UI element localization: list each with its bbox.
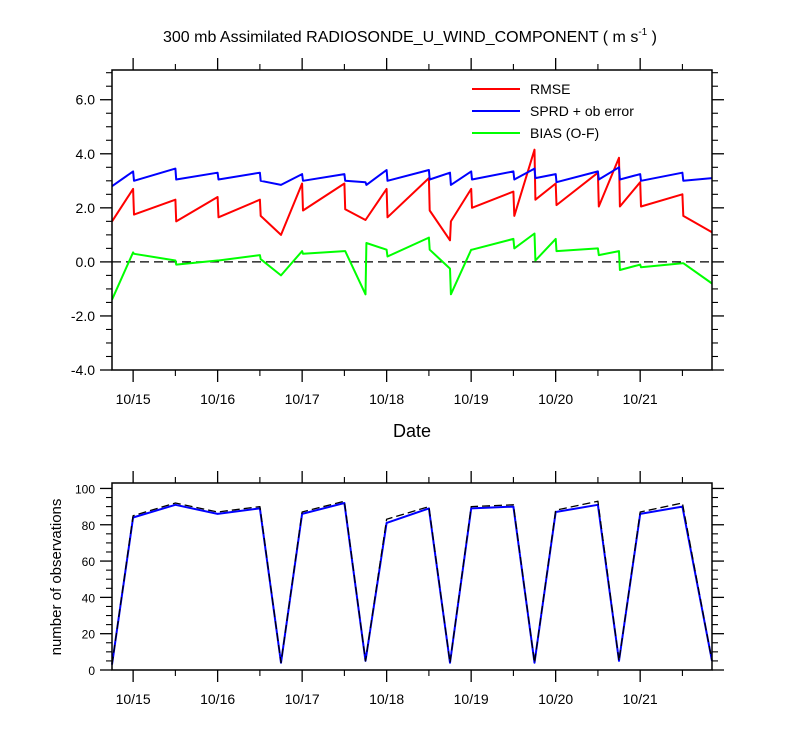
bottom-x-tick-label: 10/16: [200, 691, 235, 707]
bottom-x-tick-label: 10/17: [285, 691, 320, 707]
top-series-line-rmse: [111, 148, 713, 242]
top-series-line-bias-o-f: [111, 232, 713, 301]
y-axis-label-observations: number of observations: [48, 499, 65, 656]
chart-title: 300 mb Assimilated RADIOSONDE_U_WIND_COM…: [163, 27, 657, 46]
bottom-x-tick-label: 10/15: [116, 691, 151, 707]
top-series-group: [111, 148, 713, 301]
legend: RMSE SPRD + ob error BIAS (O-F): [472, 81, 634, 141]
top-y-tick-label: 2.0: [76, 200, 96, 216]
bottom-series-line-series-1: [111, 500, 713, 665]
top-series-line-sprd-ob-error: [111, 166, 713, 188]
bottom-x-tick-label: 10/18: [369, 691, 404, 707]
top-y-tick-label: -2.0: [71, 308, 95, 324]
chart-title-sup: -1: [638, 27, 647, 38]
chart-title-main: 300 mb Assimilated RADIOSONDE_U_WIND_COM…: [163, 29, 638, 46]
bottom-y-tick-label: 20: [82, 628, 96, 642]
top-y-tick-label: 4.0: [76, 146, 96, 162]
bottom-y-tick-label: 100: [75, 482, 95, 496]
top-axes-group: 10/15 10/16 10/17 10/18 10/19 10/20 10/21 -4.0 -…: [71, 58, 724, 407]
top-plot-frame: [111, 69, 713, 371]
bottom-x-tick-label: 10/21: [623, 691, 658, 707]
top-x-tick-label: 10/17: [285, 391, 320, 407]
top-y-tick-label: 0.0: [76, 254, 96, 270]
bottom-y-tick-label: 80: [82, 519, 96, 533]
top-x-tick-label: 10/21: [623, 391, 658, 407]
top-x-tick-label: 10/19: [454, 391, 489, 407]
top-y-tick-label: 6.0: [76, 92, 96, 108]
legend-entry-label: SPRD + ob error: [530, 103, 634, 119]
bottom-series-group: [111, 500, 713, 665]
bottom-y-tick-label: 40: [82, 591, 96, 605]
top-x-tick-label: 10/15: [116, 391, 151, 407]
legend-entry-label: BIAS (O-F): [530, 125, 599, 141]
legend-entry-label: RMSE: [530, 81, 570, 97]
bottom-x-tick-label: 10/19: [454, 691, 489, 707]
bottom-x-tick-label: 10/20: [538, 691, 573, 707]
x-axis-label: Date: [393, 421, 431, 441]
top-x-tick-label: 10/20: [538, 391, 573, 407]
bottom-y-tick-label: 0: [88, 664, 95, 678]
chart-title-end: ): [647, 29, 657, 46]
bottom-y-tick-label: 60: [82, 555, 96, 569]
top-x-tick-label: 10/16: [200, 391, 235, 407]
top-y-tick-label: -4.0: [71, 362, 95, 378]
bottom-plot-frame: [111, 482, 713, 671]
bottom-axes-group: 10/15 10/16 10/17 10/18 10/19 10/20 10/21 0 20 40…: [75, 471, 724, 707]
top-x-tick-label: 10/18: [369, 391, 404, 407]
